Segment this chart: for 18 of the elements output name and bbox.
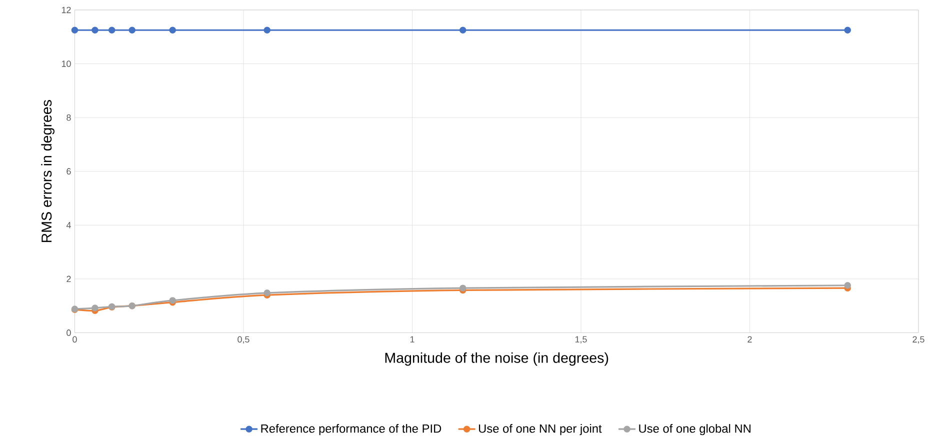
x-tick-label: 2	[748, 336, 752, 342]
y-tick-label: 12	[62, 6, 71, 14]
x-tick-label: 1	[410, 336, 414, 342]
x-tick-label: 1,5	[575, 336, 587, 344]
y-tick-label: 4	[66, 222, 71, 228]
y-tick-label: 0	[66, 329, 71, 336]
x-tick-label: 0,5	[238, 336, 250, 344]
x-tick-label: 2,5	[912, 336, 924, 344]
legend-label: Use of one NN per joint	[478, 424, 602, 436]
legend-label: Use of one global NN	[639, 424, 750, 436]
y-tick-label: 10	[62, 60, 71, 67]
y-tick-label: 2	[66, 276, 71, 282]
x-axis-title: Magnitude of the noise (in degrees)	[385, 352, 608, 366]
y-axis-title: RMS errors in degrees	[41, 100, 54, 242]
x-tick-label: 0	[72, 336, 77, 342]
y-tick-label: 6	[66, 168, 71, 174]
y-tick-label: 8	[66, 114, 71, 121]
legend-label: Reference performance of the PID	[261, 424, 442, 436]
